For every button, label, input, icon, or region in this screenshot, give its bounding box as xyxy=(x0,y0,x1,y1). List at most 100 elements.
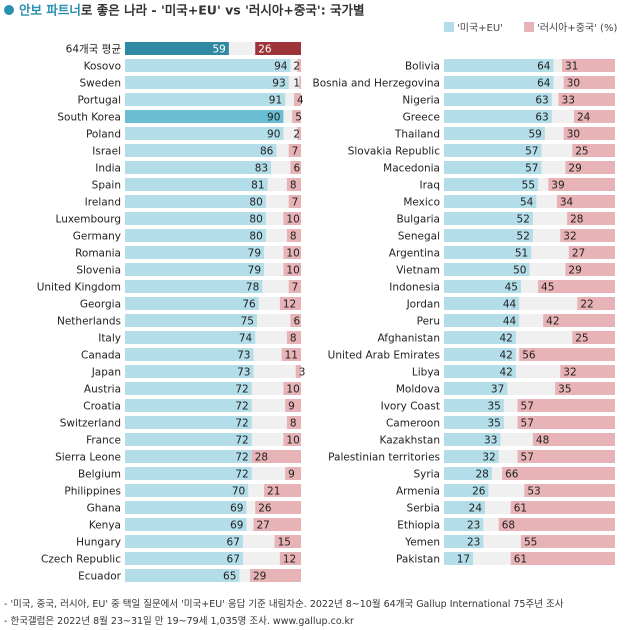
country-label-italy: Italy xyxy=(98,333,121,345)
country-label-netherlands: Netherlands xyxy=(57,316,121,328)
bar-row-indonesia: Indonesia 45 45 xyxy=(389,280,615,294)
bar-ru-cn-armenia xyxy=(524,484,615,497)
value-ru-cn-canada: 11 xyxy=(285,350,298,362)
bar-row-bolivia: Bolivia 64 31 xyxy=(405,59,615,73)
bar-us-eu-hungary xyxy=(125,535,243,548)
value-ru-cn-romania: 10 xyxy=(286,248,299,260)
value-ru-cn-mexico: 34 xyxy=(560,197,574,209)
country-label-bosnia-and-herzegovina: Bosnia and Herzegovina xyxy=(313,78,441,90)
value-us-eu-kosovo: 94 xyxy=(274,61,288,73)
country-label-georgia: Georgia xyxy=(80,299,121,311)
bar-ru-cn-syria xyxy=(502,467,615,480)
bar-ru-cn-kazakhstan xyxy=(532,433,615,446)
value-us-eu-united-kingdom: 78 xyxy=(246,282,259,294)
bar-ru-cn-peru xyxy=(543,314,615,327)
country-label-palestinian-territories: Palestinian territories xyxy=(328,452,440,464)
value-ru-cn-slovakia-republic: 25 xyxy=(575,146,588,158)
bar-ru-cn-64 xyxy=(255,42,301,55)
bar-ru-cn-ecuador xyxy=(249,569,301,582)
bar-ru-cn-moldova xyxy=(555,382,615,395)
value-us-eu-philippines: 70 xyxy=(232,486,245,498)
bar-ru-cn-macedonia xyxy=(565,161,615,174)
value-us-eu-vietnam: 50 xyxy=(513,265,526,277)
bar-row-canada: Canada 73 11 xyxy=(81,348,301,362)
value-us-eu-austria: 72 xyxy=(235,384,248,396)
value-us-eu-jordan: 44 xyxy=(503,299,517,311)
value-ru-cn-palestinian-territories: 57 xyxy=(521,452,534,464)
bar-row-slovakia-republic: Slovakia Republic 57 25 xyxy=(348,144,615,158)
value-ru-cn-jordan: 22 xyxy=(580,299,593,311)
value-us-eu-poland: 90 xyxy=(267,129,280,141)
country-label-south-korea: South Korea xyxy=(57,112,121,124)
bar-row-croatia: Croatia 72 9 xyxy=(83,399,301,413)
value-ru-cn-south-korea: 5 xyxy=(295,112,302,124)
bar-row-luxembourg: Luxembourg 80 10 xyxy=(56,212,301,226)
value-ru-cn-israel: 7 xyxy=(292,146,299,158)
bar-us-eu-armenia xyxy=(444,484,489,497)
country-label-64: 64개국 평균 xyxy=(66,44,122,56)
value-us-eu-italy: 74 xyxy=(239,333,253,345)
value-us-eu-ivory-coast: 35 xyxy=(487,401,500,413)
bar-us-eu-poland xyxy=(125,127,284,140)
bar-ru-cn-portugal xyxy=(293,93,301,106)
bar-us-eu-vietnam xyxy=(444,263,530,276)
value-us-eu-64: 59 xyxy=(212,44,225,56)
bar-row-kazakhstan: Kazakhstan 33 48 xyxy=(380,433,615,447)
chart-title: 안보 파트너로 좋은 나라 - '미국+EU' vs '러시아+중국': 국가별 xyxy=(19,3,365,18)
value-us-eu-georgia: 76 xyxy=(242,299,256,311)
bar-ru-cn-ireland xyxy=(288,195,301,208)
country-label-croatia: Croatia xyxy=(83,401,121,413)
bar-row-austria: Austria 72 10 xyxy=(84,382,301,396)
value-us-eu-ecuador: 65 xyxy=(223,571,236,583)
value-us-eu-mexico: 54 xyxy=(520,197,534,209)
value-ru-cn-indonesia: 45 xyxy=(541,282,554,294)
value-ru-cn-netherlands: 6 xyxy=(293,316,300,328)
bar-row-kenya: Kenya 69 27 xyxy=(89,518,301,532)
bar-row-hungary: Hungary 67 15 xyxy=(76,535,301,549)
value-ru-cn-united-kingdom: 7 xyxy=(292,282,299,294)
value-ru-cn-luxembourg: 10 xyxy=(286,214,299,226)
value-ru-cn-peru: 42 xyxy=(546,316,559,328)
bar-ru-cn-canada xyxy=(281,348,301,361)
country-label-united-arab-emirates: United Arab Emirates xyxy=(328,350,440,362)
bar-us-eu-portugal xyxy=(125,93,286,106)
value-ru-cn-italy: 8 xyxy=(290,333,297,345)
bar-ru-cn-czech-republic xyxy=(279,552,301,565)
value-ru-cn-germany: 8 xyxy=(290,231,297,243)
country-label-argentina: Argentina xyxy=(389,248,440,260)
bar-row-serbia: Serbia 24 61 xyxy=(407,501,615,515)
country-label-kenya: Kenya xyxy=(89,520,121,532)
value-ru-cn-croatia: 9 xyxy=(288,401,295,413)
bar-ru-cn-hungary xyxy=(274,535,301,548)
value-us-eu-ethiopia: 23 xyxy=(467,520,480,532)
value-ru-cn-france: 10 xyxy=(286,435,299,447)
bar-us-eu-japan xyxy=(125,365,254,378)
bar-ru-cn-bosnia-and-herzegovina xyxy=(563,76,615,89)
value-us-eu-moldova: 37 xyxy=(491,384,504,396)
value-us-eu-sierra-leone: 72 xyxy=(235,452,248,464)
bar-ru-cn-jordan xyxy=(577,297,615,310)
bar-ru-cn-romania xyxy=(283,246,301,259)
bar-row-cameroon: Cameroon 35 57 xyxy=(386,416,615,430)
bar-ru-cn-spain xyxy=(286,178,301,191)
bar-ru-cn-luxembourg xyxy=(283,212,301,225)
country-label-peru: Peru xyxy=(417,316,440,328)
bar-ru-cn-argentina xyxy=(568,246,615,259)
bar-row-vietnam: Vietnam 50 29 xyxy=(396,263,615,277)
value-ru-cn-syria: 66 xyxy=(505,469,519,481)
value-ru-cn-argentina: 27 xyxy=(572,248,585,260)
bar-us-eu-sierra-leone xyxy=(125,450,252,463)
bar-row-south-korea: South Korea 90 5 xyxy=(57,110,302,124)
value-us-eu-indonesia: 45 xyxy=(505,282,518,294)
bar-us-eu-south-korea xyxy=(125,110,284,123)
value-us-eu-kenya: 69 xyxy=(230,520,243,532)
value-ru-cn-armenia: 53 xyxy=(527,486,540,498)
country-label-sweden: Sweden xyxy=(80,78,122,90)
country-label-greece: Greece xyxy=(403,112,440,124)
country-label-canada: Canada xyxy=(81,350,121,362)
bar-us-eu-slovenia xyxy=(125,263,265,276)
bar-us-eu-libya xyxy=(444,365,516,378)
bar-us-eu-philippines xyxy=(125,484,249,497)
